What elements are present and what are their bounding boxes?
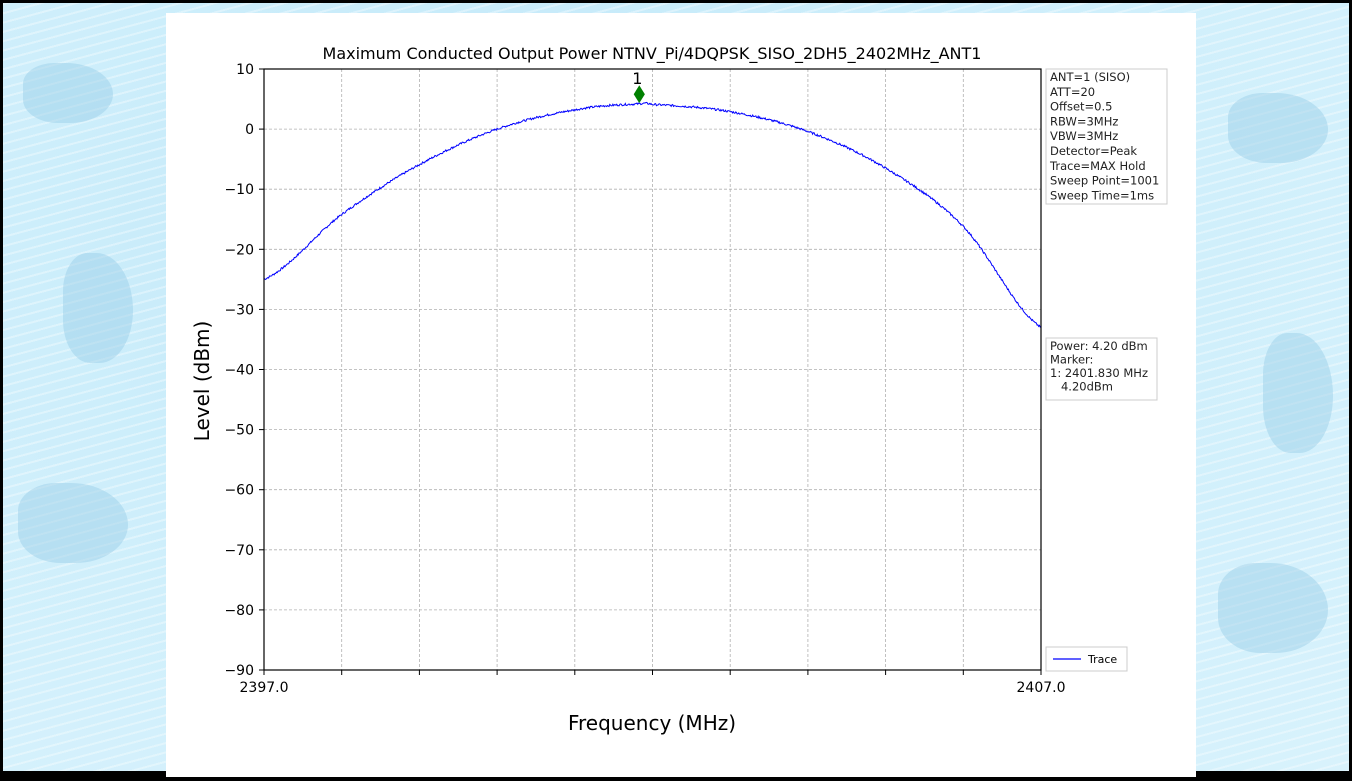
info-line: Offset=0.5 (1050, 100, 1112, 114)
spectrum-chart: 10 0 −10 −20 −30 −40 −50 −60 −70 −80 −90 2397.0 240… (190, 44, 1168, 735)
x-axis-ticks: 2397.0 2407.0 (240, 670, 1066, 696)
peak-marker: 1 (632, 69, 645, 104)
trace-line (263, 101, 1042, 328)
info-line: ANT=1 (SISO) (1050, 70, 1130, 84)
y-tick-label: −80 (224, 603, 254, 619)
power-line: Power: 4.20 dBm (1050, 339, 1148, 353)
power-box (1045, 337, 1158, 401)
info-line: Sweep Time=1ms (1050, 188, 1154, 202)
marker-diamond (633, 85, 645, 104)
power-line: Marker: (1050, 353, 1093, 367)
info-line: Detector=Peak (1050, 144, 1137, 158)
y-tick-label: −40 (224, 363, 254, 379)
info-line: VBW=3MHz (1050, 129, 1118, 143)
y-tick-label: −70 (224, 543, 254, 559)
info-line: RBW=3MHz (1050, 114, 1118, 128)
power-line: 1: 2401.830 MHz (1050, 366, 1148, 380)
info-line: Sweep Point=1001 (1050, 174, 1159, 188)
info-line: Trace=MAX Hold (1049, 159, 1146, 173)
y-tick-label: −60 (224, 483, 254, 499)
y-axis-label: Level (dBm) (190, 321, 214, 442)
power-line: 4.20dBm (1050, 380, 1113, 394)
y-tick-label: 10 (236, 62, 254, 78)
legend-label: Trace (1087, 653, 1117, 666)
y-tick-label: −10 (224, 182, 254, 198)
x-tick-label: 2397.0 (240, 680, 289, 696)
plot-border (263, 68, 1042, 671)
info-box-text: ANT=1 (SISO)ATT=20Offset=0.5RBW=3MHzVBW=… (1049, 70, 1159, 202)
info-line: ATT=20 (1050, 85, 1095, 99)
y-tick-label: −90 (224, 663, 254, 679)
chart-panel: 10 0 −10 −20 −30 −40 −50 −60 −70 −80 −90 2397.0 240… (166, 13, 1196, 777)
marker-label: 1 (632, 69, 642, 88)
y-tick-label: 0 (245, 122, 254, 138)
y-axis-ticks: 10 0 −10 −20 −30 −40 −50 −60 −70 −80 −90 (224, 62, 264, 679)
info-box (1045, 68, 1168, 205)
x-axis-label: Frequency (MHz) (568, 711, 736, 735)
chart-title: Maximum Conducted Output Power NTNV_Pi/4… (323, 44, 982, 64)
x-tick-label: 2407.0 (1017, 680, 1066, 696)
y-tick-label: −50 (224, 423, 254, 439)
y-tick-label: −30 (224, 302, 254, 318)
y-tick-label: −20 (224, 242, 254, 258)
